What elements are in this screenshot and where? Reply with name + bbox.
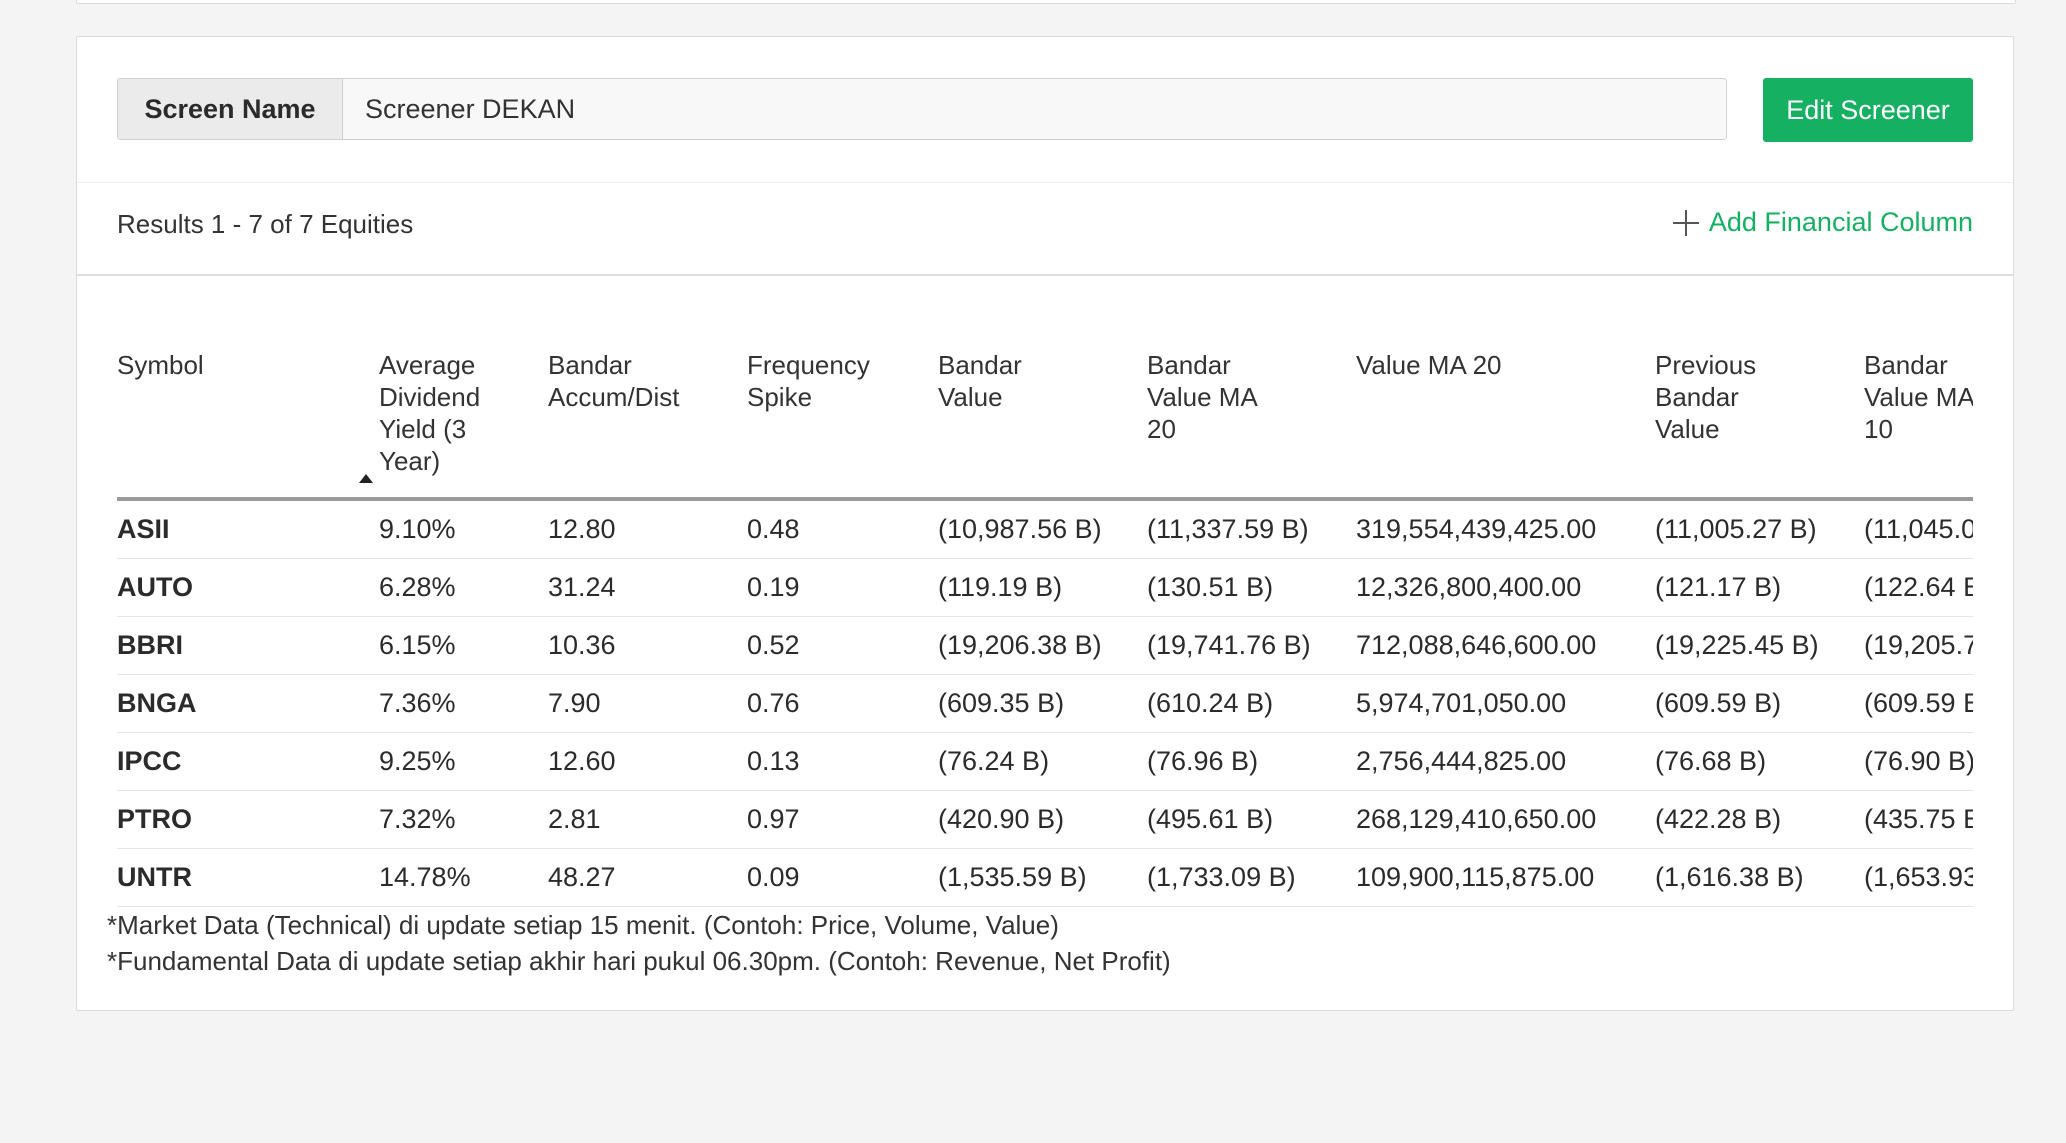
note-market-data: *Market Data (Technical) di update setia… — [107, 910, 1059, 940]
col-header-value-ma20[interactable]: Value MA 20 — [1356, 317, 1655, 501]
cell-dividend-yield: 6.28% — [379, 558, 548, 617]
cell-frequency-spike: 0.97 — [747, 790, 938, 849]
cell-bandar-value: (19,206.38 B) — [938, 616, 1147, 675]
cell-symbol[interactable]: PTRO — [117, 790, 379, 849]
cell-bandar-value-ma20: (1,733.09 B) — [1147, 848, 1356, 907]
divider — [77, 274, 2013, 276]
cell-previous-bandar-value: (1,616.38 B) — [1655, 848, 1864, 907]
cell-previous-bandar-value: (11,005.27 B) — [1655, 499, 1864, 559]
add-financial-column-label: Add Financial Column — [1708, 207, 1973, 237]
col-header-bandar-accum-dist[interactable]: Bandar Accum/Dist — [548, 317, 747, 501]
divider — [77, 182, 2013, 183]
cell-frequency-spike: 0.52 — [747, 616, 938, 675]
cell-symbol[interactable]: IPCC — [117, 732, 379, 791]
cell-bandar-value: (1,535.59 B) — [938, 848, 1147, 907]
col-header-symbol[interactable]: Symbol — [117, 317, 379, 501]
screen-name-label: Screen Name — [118, 79, 343, 139]
cell-value-ma20: 268,129,410,650.00 — [1356, 790, 1655, 849]
cell-frequency-spike: 0.09 — [747, 848, 938, 907]
cell-bandar-value-ma10: (19,205.7 — [1864, 616, 1973, 675]
cell-bandar-value-ma20: (19,741.76 B) — [1147, 616, 1356, 675]
cell-bandar-value: (10,987.56 B) — [938, 499, 1147, 559]
cell-accum-dist: 12.60 — [548, 732, 747, 791]
cell-dividend-yield: 7.36% — [379, 674, 548, 733]
cell-value-ma20: 712,088,646,600.00 — [1356, 616, 1655, 675]
results-summary: Results 1 - 7 of 7 Equities — [117, 209, 414, 239]
cell-bandar-value-ma10: (76.90 B) — [1864, 732, 1973, 791]
table-row[interactable]: AUTO 6.28% 31.24 0.19 (119.19 B) (130.51… — [117, 558, 1973, 617]
cell-frequency-spike: 0.48 — [747, 499, 938, 559]
cell-value-ma20: 5,974,701,050.00 — [1356, 674, 1655, 733]
screener-panel: Screen Name Edit Screener Results 1 - 7 … — [76, 36, 2014, 1011]
cell-previous-bandar-value: (19,225.45 B) — [1655, 616, 1864, 675]
table-row[interactable]: IPCC 9.25% 12.60 0.13 (76.24 B) (76.96 B… — [117, 732, 1973, 791]
col-header-bandar-value-ma20[interactable]: Bandar Value MA 20 — [1147, 317, 1356, 501]
cell-accum-dist: 7.90 — [548, 674, 747, 733]
col-header-bandar-value[interactable]: Bandar Value — [938, 317, 1147, 501]
cell-bandar-value-ma10: (11,045.0 — [1864, 499, 1973, 559]
cell-value-ma20: 319,554,439,425.00 — [1356, 499, 1655, 559]
cell-frequency-spike: 0.13 — [747, 732, 938, 791]
screen-name-input[interactable] — [343, 79, 1726, 139]
cell-dividend-yield: 9.25% — [379, 732, 548, 791]
col-header-previous-bandar-value[interactable]: Previous Bandar Value — [1655, 317, 1864, 501]
cell-bandar-value-ma10: (435.75 B — [1864, 790, 1973, 849]
table-row[interactable]: PTRO 7.32% 2.81 0.97 (420.90 B) (495.61 … — [117, 790, 1973, 849]
table-row[interactable]: UNTR 14.78% 48.27 0.09 (1,535.59 B) (1,7… — [117, 848, 1973, 907]
cell-value-ma20: 109,900,115,875.00 — [1356, 848, 1655, 907]
cell-dividend-yield: 7.32% — [379, 790, 548, 849]
cell-dividend-yield: 9.10% — [379, 499, 548, 559]
cell-bandar-value: (119.19 B) — [938, 558, 1147, 617]
cell-bandar-value-ma10: (1,653.93 — [1864, 848, 1973, 907]
screen-name-field: Screen Name — [117, 78, 1727, 140]
cell-bandar-value: (76.24 B) — [938, 732, 1147, 791]
cell-dividend-yield: 14.78% — [379, 848, 548, 907]
cell-bandar-value-ma20: (495.61 B) — [1147, 790, 1356, 849]
results-table-container[interactable]: Symbol Average Dividend Yield (3 Year) B… — [117, 317, 1973, 907]
previous-panel — [76, 0, 2016, 4]
cell-bandar-value: (420.90 B) — [938, 790, 1147, 849]
note-fundamental-data: *Fundamental Data di update setiap akhir… — [107, 946, 1171, 976]
cell-previous-bandar-value: (422.28 B) — [1655, 790, 1864, 849]
cell-value-ma20: 2,756,444,825.00 — [1356, 732, 1655, 791]
cell-accum-dist: 48.27 — [548, 848, 747, 907]
col-header-frequency-spike[interactable]: Frequency Spike — [747, 317, 938, 501]
col-header-bandar-value-ma10[interactable]: Bandar Value MA 10 — [1864, 317, 1973, 501]
cell-previous-bandar-value: (609.59 B) — [1655, 674, 1864, 733]
table-row[interactable]: BBRI 6.15% 10.36 0.52 (19,206.38 B) (19,… — [117, 616, 1973, 675]
cell-previous-bandar-value: (76.68 B) — [1655, 732, 1864, 791]
edit-screener-button[interactable]: Edit Screener — [1763, 78, 1973, 142]
cell-symbol[interactable]: AUTO — [117, 558, 379, 617]
cell-bandar-value-ma10: (122.64 B — [1864, 558, 1973, 617]
cell-symbol[interactable]: BNGA — [117, 674, 379, 733]
cell-bandar-value-ma20: (610.24 B) — [1147, 674, 1356, 733]
results-table: Symbol Average Dividend Yield (3 Year) B… — [117, 317, 1973, 907]
col-header-average-dividend-yield[interactable]: Average Dividend Yield (3 Year) — [359, 317, 548, 501]
table-header-row: Symbol Average Dividend Yield (3 Year) B… — [117, 317, 1973, 501]
table-row[interactable]: BNGA 7.36% 7.90 0.76 (609.35 B) (610.24 … — [117, 674, 1973, 733]
cell-accum-dist: 31.24 — [548, 558, 747, 617]
cell-symbol[interactable]: ASII — [117, 499, 379, 559]
cell-accum-dist: 2.81 — [548, 790, 747, 849]
cell-bandar-value-ma10: (609.59 B — [1864, 674, 1973, 733]
cell-accum-dist: 10.36 — [548, 616, 747, 675]
data-update-notes: *Market Data (Technical) di update setia… — [107, 907, 1171, 979]
cell-dividend-yield: 6.15% — [379, 616, 548, 675]
cell-symbol[interactable]: BBRI — [117, 616, 379, 675]
cell-previous-bandar-value: (121.17 B) — [1655, 558, 1864, 617]
cell-frequency-spike: 0.19 — [747, 558, 938, 617]
add-financial-column-button[interactable]: Add Financial Column — [1672, 207, 1973, 238]
cell-bandar-value-ma20: (76.96 B) — [1147, 732, 1356, 791]
cell-symbol[interactable]: UNTR — [117, 848, 379, 907]
table-row[interactable]: ASII 9.10% 12.80 0.48 (10,987.56 B) (11,… — [117, 499, 1973, 559]
plus-icon — [1672, 209, 1699, 236]
cell-value-ma20: 12,326,800,400.00 — [1356, 558, 1655, 617]
cell-bandar-value-ma20: (130.51 B) — [1147, 558, 1356, 617]
cell-bandar-value-ma20: (11,337.59 B) — [1147, 499, 1356, 559]
cell-bandar-value: (609.35 B) — [938, 674, 1147, 733]
cell-frequency-spike: 0.76 — [747, 674, 938, 733]
cell-accum-dist: 12.80 — [548, 499, 747, 559]
sort-ascending-icon — [359, 474, 373, 483]
